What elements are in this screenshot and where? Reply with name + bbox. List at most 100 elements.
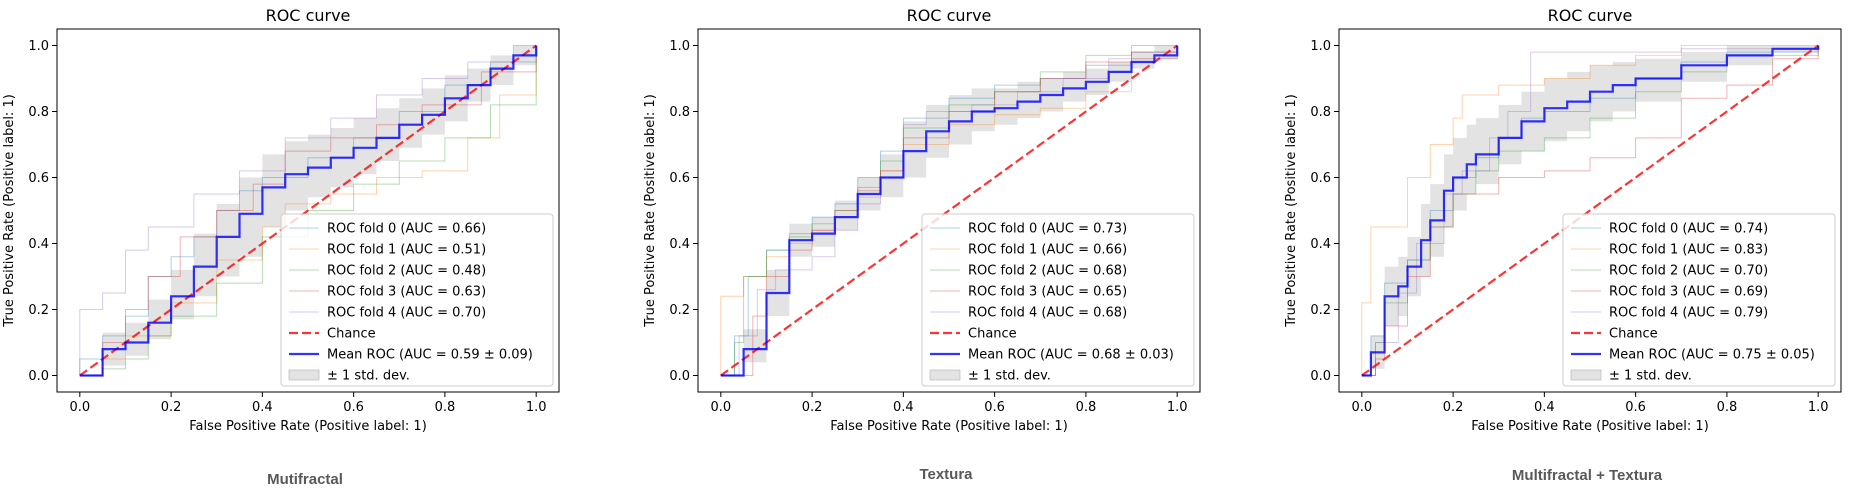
y-tick-label: 0.8 — [1310, 105, 1331, 120]
y-tick-label: 0.6 — [28, 171, 49, 186]
chart-title: ROC curve — [266, 6, 351, 25]
y-tick-label: 0.4 — [28, 237, 49, 252]
y-tick-label: 1.0 — [1310, 39, 1331, 54]
legend-box — [1562, 213, 1836, 387]
legend-entry-label: Chance — [1609, 327, 1658, 342]
x-tick-label: 0.8 — [1717, 400, 1738, 415]
legend-entry-label: ROC fold 3 (AUC = 0.65) — [968, 285, 1127, 300]
x-axis-label: False Positive Rate (Positive label: 1) — [830, 419, 1068, 434]
y-axis-label: True Positive Rate (Positive label: 1) — [1284, 94, 1299, 328]
legend-entry-label: ROC fold 4 (AUC = 0.70) — [327, 306, 486, 321]
chart-title: ROC curve — [907, 6, 992, 25]
y-tick-label: 0.6 — [1310, 171, 1331, 186]
roc-fold-2-line — [79, 45, 537, 376]
legend-entry-label: ROC fold 3 (AUC = 0.69) — [1609, 285, 1768, 300]
x-tick-label: 0.4 — [893, 400, 914, 415]
mean-roc-line — [720, 45, 1179, 377]
roc-fold-4-line — [1361, 45, 1819, 376]
roc-fold-4-line — [79, 45, 537, 376]
legend-handle-band — [288, 369, 320, 381]
legend-entry-label: ROC fold 0 (AUC = 0.74) — [1609, 222, 1768, 237]
y-axis-label: True Positive Rate (Positive label: 1) — [2, 94, 17, 328]
mean-roc-line — [79, 45, 538, 377]
mean-roc-line — [1361, 45, 1820, 377]
legend: ROC fold 0 (AUC = 0.66) ROC fold 1 (AUC =… — [280, 213, 554, 387]
legend-entry-label: ± 1 std. dev. — [968, 369, 1051, 384]
chance-line — [1361, 44, 1819, 377]
legend-entry-label: ROC fold 3 (AUC = 0.63) — [327, 285, 486, 300]
x-tick-label: 0.8 — [435, 400, 456, 415]
roc-fold-1-line — [79, 45, 537, 376]
axes-frame — [1338, 28, 1842, 393]
legend-entry-label: ROC fold 2 (AUC = 0.70) — [1609, 264, 1768, 279]
y-tick-label: 0.4 — [1310, 237, 1331, 252]
legend-entry-label: ± 1 std. dev. — [1609, 369, 1692, 384]
x-tick-label: 1.0 — [526, 400, 547, 415]
y-tick-label: 0.8 — [669, 105, 690, 120]
panel-caption: Textura — [919, 466, 973, 483]
legend-entry-label: Chance — [968, 327, 1017, 342]
y-tick-label: 0.2 — [28, 303, 49, 318]
legend: ROC fold 0 (AUC = 0.74) ROC fold 1 (AUC =… — [1562, 213, 1836, 387]
x-tick-label: 0.4 — [252, 400, 273, 415]
x-tick-label: 0.2 — [1443, 400, 1464, 415]
x-tick-label: 0.8 — [1076, 400, 1097, 415]
legend-box — [280, 213, 554, 387]
legend: ROC fold 0 (AUC = 0.73) ROC fold 1 (AUC =… — [921, 213, 1195, 387]
x-tick-label: 0.6 — [1625, 400, 1646, 415]
plot-area — [720, 44, 1179, 377]
legend-entry-label: ROC fold 4 (AUC = 0.68) — [968, 306, 1127, 321]
x-tick-label: 0.6 — [984, 400, 1005, 415]
legend-entry-label: ROC fold 1 (AUC = 0.83) — [1609, 243, 1768, 258]
y-tick-label: 1.0 — [669, 39, 690, 54]
x-axis-label: False Positive Rate (Positive label: 1) — [1471, 419, 1709, 434]
x-tick-label: 0.2 — [161, 400, 182, 415]
panel-caption: Mutifractal — [267, 471, 343, 488]
roc-fold-2-line — [720, 45, 1178, 376]
legend-entry-label: Chance — [327, 327, 376, 342]
x-tick-label: 0.0 — [69, 400, 90, 415]
legend-entry-label: ROC fold 1 (AUC = 0.51) — [327, 243, 486, 258]
y-tick-label: 0.0 — [28, 369, 49, 384]
legend-entry-label: Mean ROC (AUC = 0.75 ± 0.05) — [1609, 348, 1815, 363]
legend-handle-band — [929, 369, 961, 381]
legend-box — [921, 213, 1195, 387]
x-tick-label: 0.0 — [1351, 400, 1372, 415]
x-tick-label: 1.0 — [1808, 400, 1829, 415]
y-tick-label: 0.0 — [1310, 369, 1331, 384]
legend-entry-label: ROC fold 1 (AUC = 0.66) — [968, 243, 1127, 258]
x-tick-label: 0.2 — [802, 400, 823, 415]
legend-entry-label: ROC fold 4 (AUC = 0.79) — [1609, 306, 1768, 321]
chance-line — [79, 44, 537, 377]
axes-frame — [697, 28, 1201, 393]
std-dev-band — [1361, 45, 1819, 376]
chance-line — [720, 44, 1178, 377]
y-tick-label: 0.8 — [28, 105, 49, 120]
y-axis-label: True Positive Rate (Positive label: 1) — [643, 94, 658, 328]
roc-panel-0: 0.0 0.2 0.4 0.6 0.8 1.0 0.0 0.2 0.4 0.6 0.8 1.0 ROC … — [2, 6, 560, 488]
legend-handle-band — [1570, 369, 1602, 381]
legend-entry-label: Mean ROC (AUC = 0.68 ± 0.03) — [968, 348, 1174, 363]
roc-fold-3-line — [79, 45, 537, 376]
plot-area — [1361, 44, 1820, 377]
legend-entry-label: ROC fold 0 (AUC = 0.66) — [327, 222, 486, 237]
legend-entry-label: ± 1 std. dev. — [327, 369, 410, 384]
panel-caption: Multifractal + Textura — [1512, 467, 1663, 484]
legend-entry-label: ROC fold 2 (AUC = 0.68) — [968, 264, 1127, 279]
y-tick-label: 1.0 — [28, 39, 49, 54]
roc-fold-3-line — [720, 45, 1178, 376]
x-tick-label: 0.6 — [343, 400, 364, 415]
roc-fold-1-line — [1361, 45, 1819, 376]
y-tick-label: 0.6 — [669, 171, 690, 186]
x-axis-label: False Positive Rate (Positive label: 1) — [189, 419, 427, 434]
legend-entry-label: ROC fold 0 (AUC = 0.73) — [968, 222, 1127, 237]
x-tick-label: 1.0 — [1167, 400, 1188, 415]
chart-title: ROC curve — [1548, 6, 1633, 25]
roc-panel-1: 0.0 0.2 0.4 0.6 0.8 1.0 0.0 0.2 0.4 0.6 0.8 1.0 ROC … — [643, 6, 1201, 483]
y-tick-label: 0.2 — [669, 303, 690, 318]
legend-entry-label: ROC fold 2 (AUC = 0.48) — [327, 264, 486, 279]
x-tick-label: 0.4 — [1534, 400, 1555, 415]
y-tick-label: 0.2 — [1310, 303, 1331, 318]
legend-entry-label: Mean ROC (AUC = 0.59 ± 0.09) — [327, 348, 533, 363]
